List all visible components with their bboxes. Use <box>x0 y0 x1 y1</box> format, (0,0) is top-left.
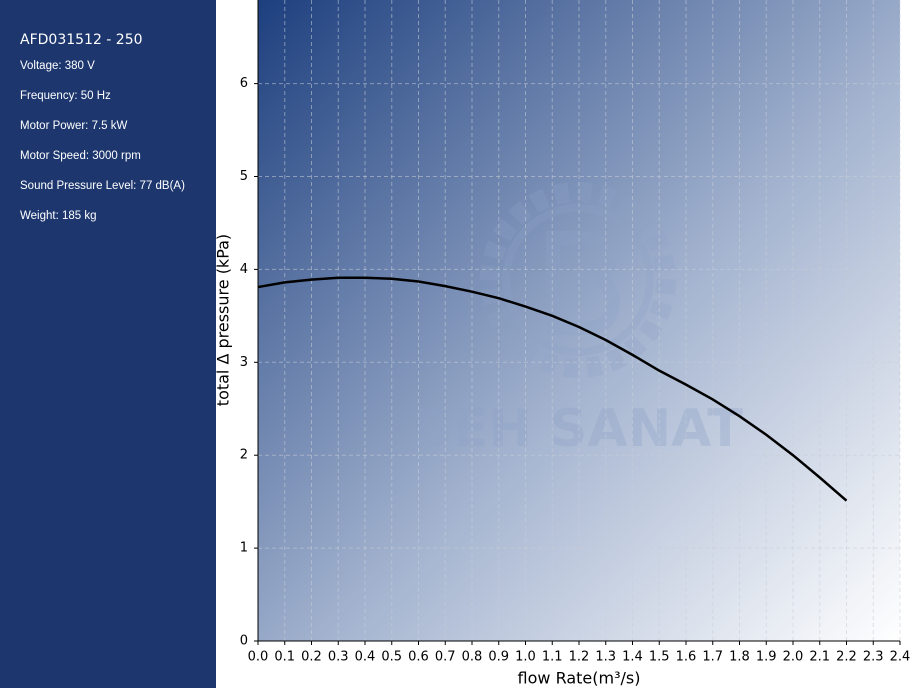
y-tick-label: 1 <box>240 541 248 556</box>
watermark: BEH SANAT <box>413 399 743 459</box>
x-tick-label: 0.0 <box>248 650 269 665</box>
x-tick-label: 2.2 <box>836 650 857 665</box>
x-tick-label: 1.7 <box>702 650 723 665</box>
x-tick-label: 0.9 <box>488 650 509 665</box>
curve <box>257 276 848 502</box>
x-tick-label: 1.5 <box>649 650 670 665</box>
x-tick-label: 1.2 <box>569 650 590 665</box>
x-tick-label: 2.0 <box>783 650 804 665</box>
spec: Voltage: 380 V <box>20 60 95 72</box>
y-tick-label: 3 <box>240 355 248 370</box>
x-tick-label: 0.3 <box>328 650 349 665</box>
x-tick-label: 1.3 <box>595 650 616 665</box>
x-tick-label: 1.6 <box>676 650 697 665</box>
spec: Weight: 185 kg <box>20 210 97 222</box>
x-tick-label: 1.4 <box>622 650 643 665</box>
x-tick-label: 1.0 <box>515 650 536 665</box>
spec: Motor Speed: 3000 rpm <box>20 150 141 162</box>
x-tick-label: 0.1 <box>274 650 295 665</box>
x-tick-label: 2.1 <box>809 650 830 665</box>
y-tick-label: 0 <box>240 634 248 649</box>
x-tick-label: 0.4 <box>355 650 376 665</box>
x-tick-label: 1.1 <box>542 650 563 665</box>
x-tick-label: 0.5 <box>381 650 402 665</box>
y-tick-label: 2 <box>240 448 248 463</box>
x-tick-label: 0.2 <box>301 650 322 665</box>
y-axis-label: total Δ pressure (kPa) <box>214 234 233 406</box>
spec: Sound Pressure Level: 77 dB(A) <box>20 180 185 192</box>
sidebar: AFD031512 - 250 Voltage: 380 V Frequency:… <box>0 0 216 688</box>
x-tick-label: 1.8 <box>729 650 750 665</box>
spec: Motor Power: 7.5 kW <box>20 120 128 132</box>
x-tick-label: 0.8 <box>462 650 483 665</box>
x-tick-label: 1.9 <box>756 650 777 665</box>
spec: Frequency: 50 Hz <box>20 90 111 102</box>
model-title: AFD031512 - 250 <box>20 32 143 48</box>
x-tick-label: 0.7 <box>435 650 456 665</box>
x-tick-label: 2.3 <box>863 650 884 665</box>
x-axis-label: flow Rate(m³/s) <box>518 669 641 688</box>
plot-background <box>258 0 900 641</box>
x-tick-label: 2.4 <box>890 650 910 665</box>
y-tick-label: 4 <box>240 262 248 277</box>
y-tick-label: 5 <box>240 169 248 184</box>
y-tick-label: 6 <box>240 76 248 91</box>
x-tick-label: 0.6 <box>408 650 429 665</box>
